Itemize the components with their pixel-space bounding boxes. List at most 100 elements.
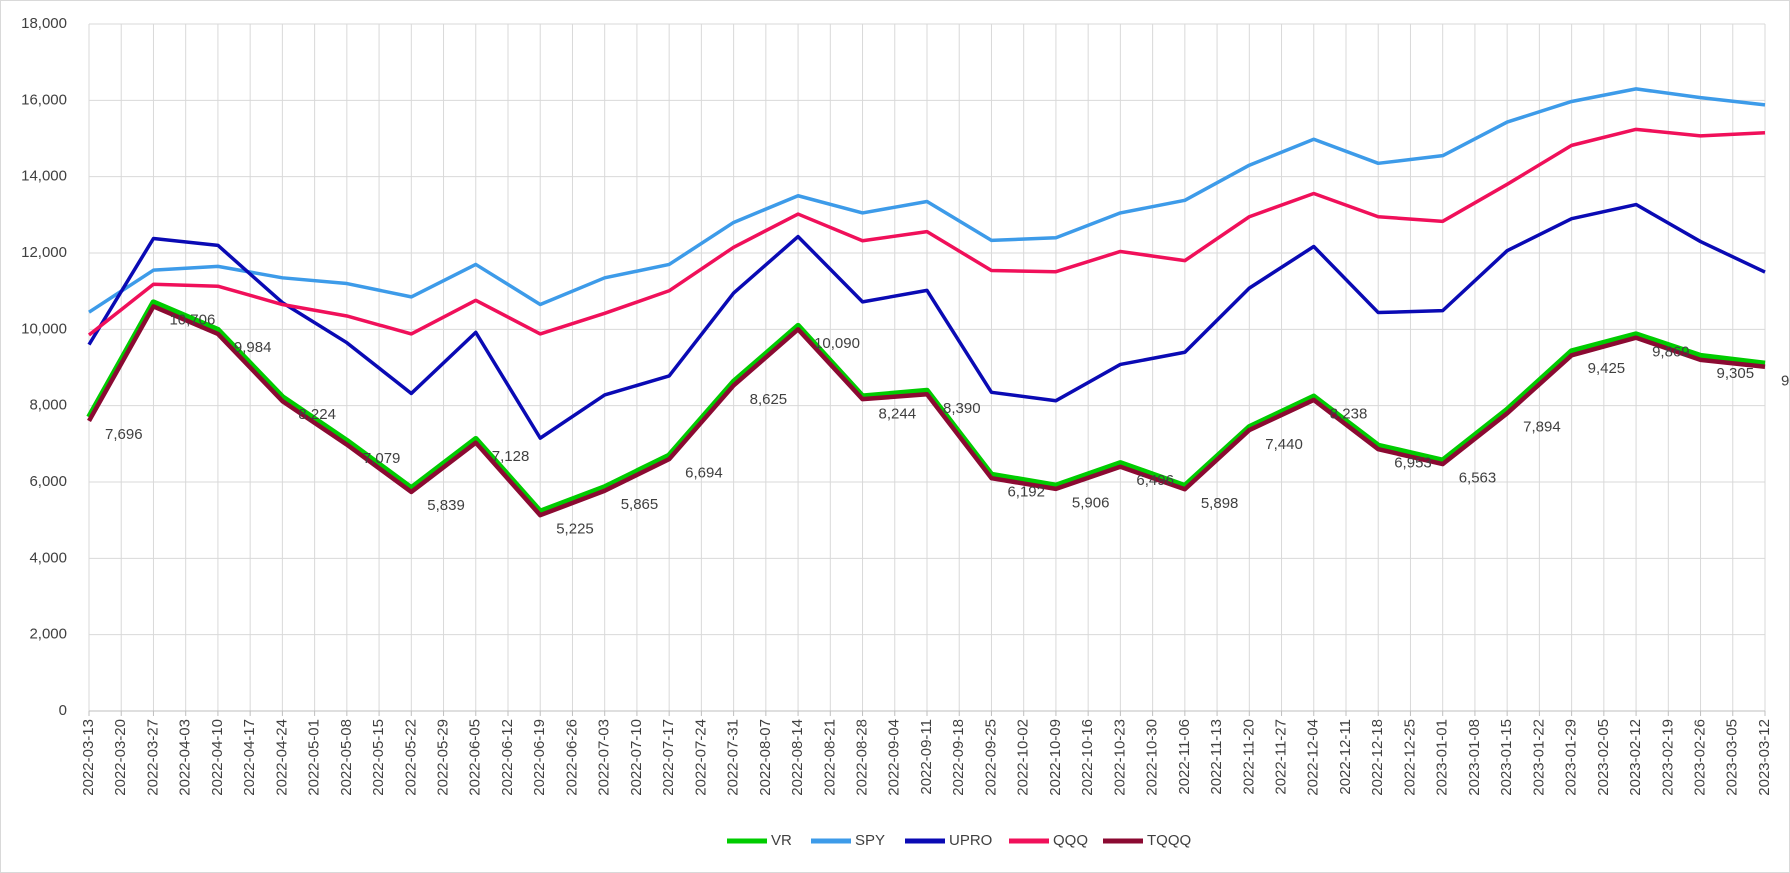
x-tick-label: 2022-12-04 [1305,719,1322,796]
x-tick-label: 2022-08-14 [789,719,806,796]
x-tick-label: 2022-09-18 [950,719,967,796]
series-line [87,202,1766,440]
data-label: 6,496 [1136,472,1174,489]
x-tick-label: 2022-10-09 [1047,719,1064,796]
x-tick-label: 2022-05-29 [435,719,452,796]
legend: VR SPY UPRO QQQ TQQQ [727,832,1191,849]
series-line [88,87,1766,314]
x-tick-label: 2022-06-12 [499,719,516,796]
x-tick-label: 2023-02-05 [1595,719,1612,796]
x-tick-label: 2022-03-20 [112,719,129,796]
data-label: 5,898 [1201,495,1239,512]
x-tick-label: 2022-10-23 [1111,719,1128,796]
y-tick-label: 18,000 [21,15,67,32]
x-tick-label: 2022-05-01 [306,719,323,796]
x-tick-label: 2022-04-10 [209,719,226,796]
data-label: 5,906 [1072,495,1110,512]
x-tick-label: 2022-12-18 [1369,719,1386,796]
y-tick-label: 12,000 [21,244,67,261]
data-label: 8,625 [750,391,788,408]
x-tick-label: 2022-09-04 [886,719,903,796]
data-label: 8,238 [1330,406,1368,423]
y-tick-label: 16,000 [21,91,67,108]
data-label: 9,305 [1717,365,1755,382]
x-tick-label: 2023-01-01 [1434,719,1451,796]
x-tick-label: 2022-04-24 [273,719,290,796]
x-tick-label: 2022-07-10 [628,719,645,796]
data-label: 6,563 [1459,469,1497,486]
x-tick-label: 2022-11-06 [1176,719,1193,795]
x-tick-label: 2022-09-11 [918,719,935,795]
x-tick-label: 2022-07-31 [725,719,742,796]
x-tick-label: 2022-12-11 [1337,719,1354,795]
data-label: 7,128 [492,448,530,465]
x-tick-label: 2023-01-15 [1498,719,1515,796]
series-line [87,304,1766,518]
y-tick-label: 14,000 [21,168,67,185]
data-label: 5,839 [427,497,465,514]
y-tick-label: 10,000 [21,320,67,337]
x-tick-label: 2022-04-17 [241,719,258,796]
x-tick-label: 2022-07-03 [596,719,613,796]
y-tick-label: 2,000 [29,626,67,643]
x-tick-label: 2022-08-28 [854,719,871,796]
legend-label: UPRO [949,832,992,849]
x-tick-label: 2022-06-19 [531,719,548,796]
y-tick-label: 0 [59,702,67,719]
x-tick-label: 2022-05-08 [338,719,355,796]
data-label: 8,390 [943,400,981,417]
data-label: 7,696 [105,426,143,443]
x-tick-label: 2022-10-02 [1015,719,1032,796]
data-label: 7,440 [1265,436,1303,453]
data-label: 8,224 [298,406,336,423]
x-tick-label: 2023-02-26 [1692,719,1709,796]
legend-label: SPY [855,832,885,849]
y-tick-label: 8,000 [29,397,67,414]
x-tick-label: 2022-11-27 [1273,719,1290,795]
data-label: 7,894 [1523,419,1561,436]
data-label: 6,953 [1394,455,1432,472]
series-line [87,127,1766,337]
data-label: 6,192 [1007,484,1045,501]
data-label: 7,079 [363,450,401,467]
x-tick-label: 2023-01-29 [1563,719,1580,796]
x-tick-label: 2022-11-13 [1208,719,1225,795]
legend-label: VR [771,832,792,849]
data-label: 10,090 [814,335,860,352]
x-tick-label: 2022-09-25 [982,719,999,796]
x-tick-label: 2023-02-19 [1659,719,1676,796]
x-tick-label: 2022-08-07 [757,719,774,796]
data-label: 6,694 [685,464,723,481]
x-tick-label: 2022-08-21 [821,719,838,796]
x-tick-label: 2022-03-13 [80,719,97,796]
x-tick-label: 2022-07-24 [692,719,709,796]
x-tick-label: 2022-05-15 [370,719,387,796]
x-tick-label: 2023-03-05 [1724,719,1741,796]
data-label: 9,425 [1588,360,1626,377]
x-tick-label: 2022-10-30 [1144,719,1161,796]
series-line [86,299,1766,515]
x-tick-label: 2022-10-16 [1079,719,1096,796]
x-tick-label: 2022-12-25 [1401,719,1418,796]
x-tick-label: 2022-05-22 [402,719,419,796]
x-tick-label: 2022-07-17 [660,719,677,796]
data-label: 9,984 [234,339,272,356]
data-label: 8,244 [879,405,917,422]
x-tick-label: 2023-03-12 [1756,719,1773,796]
data-label: 10,706 [169,311,215,328]
y-tick-label: 6,000 [29,473,67,490]
y-tick-label: 4,000 [29,549,67,566]
x-tick-label: 2022-06-26 [563,719,580,796]
data-label: 9,102 [1781,373,1790,390]
x-tick-label: 2022-03-27 [144,719,161,796]
legend-label: TQQQ [1147,832,1191,849]
x-tick-label: 2023-01-22 [1530,719,1547,796]
x-tick-label: 2023-01-08 [1466,719,1483,796]
data-label: 5,225 [556,521,594,538]
x-tick-label: 2023-02-12 [1627,719,1644,796]
data-label: 9,869 [1652,343,1690,360]
x-tick-label: 2022-04-03 [177,719,194,796]
legend-label: QQQ [1053,832,1088,849]
data-label: 5,865 [621,496,659,513]
